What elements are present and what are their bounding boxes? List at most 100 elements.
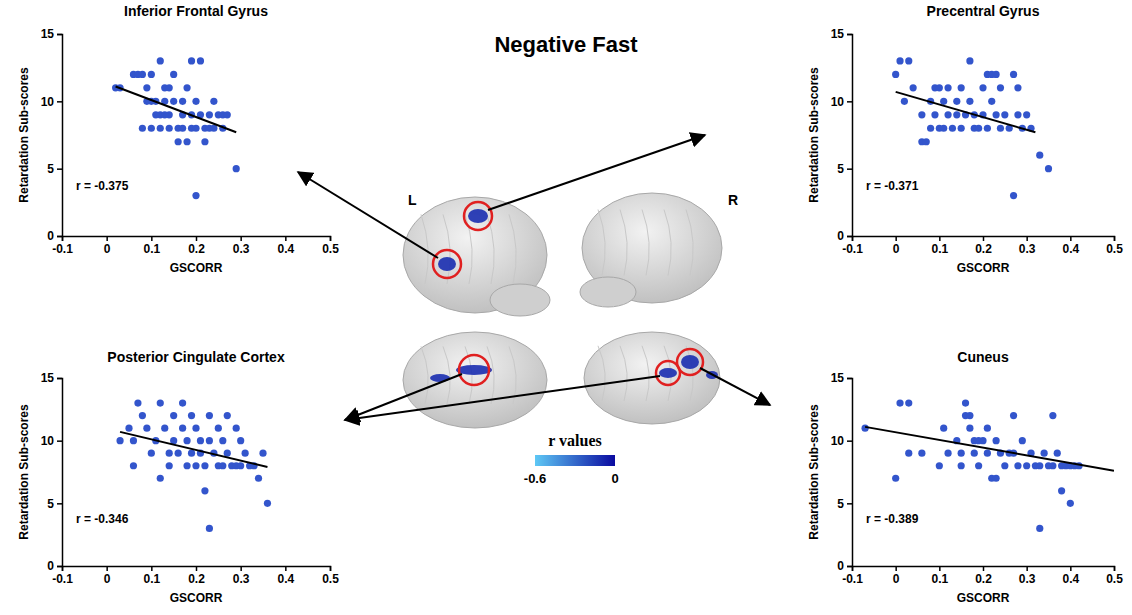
tick-label: 0	[104, 572, 111, 586]
point	[966, 57, 973, 64]
x-axis: -0.100.10.20.30.40.5	[52, 236, 339, 256]
tick: 0.2	[188, 236, 205, 256]
point	[918, 450, 925, 457]
point	[201, 138, 208, 145]
axis-line	[847, 35, 853, 237]
tick-mark	[1026, 566, 1028, 571]
tick-mark	[1070, 566, 1072, 571]
point	[206, 525, 213, 532]
axis-line	[57, 35, 63, 237]
tick-mark	[895, 566, 897, 571]
tick-mark	[847, 34, 852, 36]
point	[242, 450, 249, 457]
panel-title: Posterior Cingulate Cortex	[107, 349, 285, 365]
tick-label: 15	[831, 371, 845, 385]
tick-label: 0.1	[143, 572, 160, 586]
y-axis: 051015	[831, 371, 853, 573]
point	[179, 98, 186, 105]
tick-label: 0.5	[322, 572, 339, 586]
colorbar-tick-label: 0	[611, 471, 618, 486]
tick: 0.3	[1019, 566, 1036, 586]
tick-mark	[240, 236, 242, 241]
scatter-panel: -0.100.10.20.30.40.5051015GSCORRRetardat…	[807, 27, 1123, 275]
tick-mark	[57, 168, 62, 170]
point	[157, 125, 164, 132]
sulcus	[664, 210, 671, 276]
point	[170, 412, 177, 419]
tick: 0.4	[1062, 566, 1079, 586]
point	[936, 462, 943, 469]
tick: 5	[47, 497, 62, 511]
tick: 5	[47, 162, 62, 176]
point	[188, 412, 195, 419]
point	[130, 462, 137, 469]
fit-line	[865, 427, 1114, 471]
point	[201, 487, 208, 494]
point	[130, 437, 137, 444]
point	[949, 125, 956, 132]
tick-label: 0.2	[975, 572, 992, 586]
tick: 0.1	[931, 566, 948, 586]
point	[892, 475, 899, 482]
tick: 0	[47, 229, 62, 243]
roi-circle	[464, 202, 492, 230]
point	[157, 475, 164, 482]
point	[183, 437, 190, 444]
point	[166, 450, 173, 457]
plot-area	[116, 399, 271, 532]
y-axis-title: Retardation Sub-scores	[17, 404, 31, 540]
point	[953, 98, 960, 105]
tick-label: 5	[47, 162, 54, 176]
tick: 0.4	[277, 236, 294, 256]
point	[192, 462, 199, 469]
tick-mark	[939, 236, 941, 241]
tick-mark	[847, 503, 852, 505]
tick-mark	[1026, 236, 1028, 241]
tick: 10	[831, 434, 852, 448]
point	[1045, 165, 1052, 172]
point	[1036, 462, 1043, 469]
y-axis: 051015	[41, 27, 63, 243]
point	[979, 84, 986, 91]
tick-label: 0.3	[233, 572, 250, 586]
tick-label: 0.1	[931, 572, 948, 586]
axis-line	[847, 379, 853, 567]
tick-label: 0	[47, 229, 54, 243]
tick-label: 0.2	[188, 242, 205, 256]
annotation: r = -0.346	[76, 512, 129, 526]
sulcus	[509, 214, 516, 284]
arrow	[345, 376, 660, 420]
scatter-panel: -0.100.10.20.30.40.5051015GSCORRRetardat…	[17, 27, 339, 275]
point	[161, 111, 168, 118]
point	[206, 111, 213, 118]
point	[944, 84, 951, 91]
point	[1014, 84, 1021, 91]
point	[175, 450, 182, 457]
point	[1054, 450, 1061, 457]
tick: 15	[831, 371, 852, 385]
point	[1001, 111, 1008, 118]
brain-left-medial	[403, 332, 547, 428]
point	[988, 98, 995, 105]
tick-mark	[240, 566, 242, 571]
tick: 10	[831, 95, 852, 109]
point	[188, 57, 195, 64]
tick-mark	[57, 440, 62, 442]
point	[975, 462, 982, 469]
point	[237, 462, 244, 469]
point	[161, 425, 168, 432]
panel-title: Inferior Frontal Gyrus	[124, 3, 268, 19]
point	[966, 412, 973, 419]
tick: 0.3	[1019, 236, 1036, 256]
point	[892, 71, 899, 78]
tick: 5	[837, 162, 852, 176]
point	[192, 425, 199, 432]
point	[944, 111, 951, 118]
point	[192, 125, 199, 132]
y-axis-title: Retardation Sub-scores	[807, 67, 821, 203]
fit-line	[116, 87, 237, 133]
tick-mark	[1114, 566, 1116, 571]
tick: 0.5	[322, 236, 339, 256]
sulcus	[620, 346, 627, 401]
point	[139, 125, 146, 132]
